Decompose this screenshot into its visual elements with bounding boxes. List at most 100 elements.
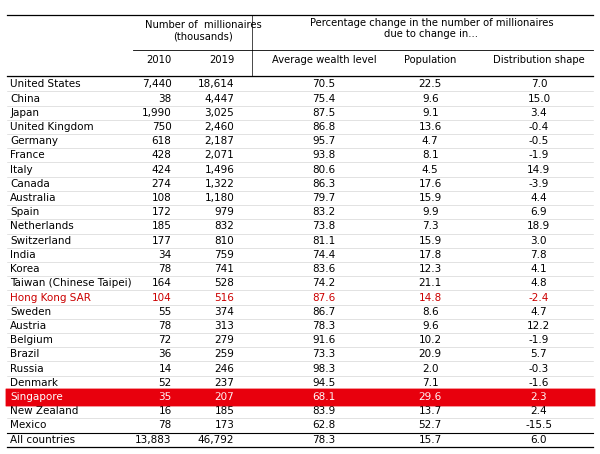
Text: 2010: 2010 [146,54,172,64]
Text: 759: 759 [214,250,235,260]
Text: 86.8: 86.8 [312,122,335,132]
Text: 741: 741 [214,264,235,274]
Text: 4,447: 4,447 [205,94,235,104]
Text: Taiwan (Chinese Taipei): Taiwan (Chinese Taipei) [10,278,132,288]
Text: 3,025: 3,025 [205,108,235,118]
Text: 74.4: 74.4 [312,250,335,260]
Text: 79.7: 79.7 [312,193,335,203]
Text: 274: 274 [152,179,172,189]
Text: Korea: Korea [10,264,40,274]
Text: Denmark: Denmark [10,378,58,388]
Text: 35: 35 [158,392,172,402]
Text: Italy: Italy [10,165,33,175]
Text: 528: 528 [214,278,235,288]
Text: 4.4: 4.4 [530,193,547,203]
Text: 2.4: 2.4 [530,406,547,416]
Text: 73.8: 73.8 [312,222,335,232]
Text: 78.3: 78.3 [312,321,335,331]
Text: 15.9: 15.9 [419,236,442,246]
Text: 10.2: 10.2 [419,335,442,345]
Text: 618: 618 [152,136,172,146]
Text: 91.6: 91.6 [312,335,335,345]
Text: 21.1: 21.1 [419,278,442,288]
Text: 15.7: 15.7 [419,434,442,444]
Text: 78: 78 [158,321,172,331]
Text: 20.9: 20.9 [419,350,442,360]
Text: Japan: Japan [10,108,40,118]
Text: 173: 173 [214,420,235,430]
Text: Russia: Russia [10,364,44,374]
Text: 9.6: 9.6 [422,321,439,331]
Text: 12.2: 12.2 [527,321,551,331]
Text: Sweden: Sweden [10,307,52,317]
Text: 9.1: 9.1 [422,108,439,118]
Text: Netherlands: Netherlands [10,222,74,232]
Text: 4.7: 4.7 [530,307,547,317]
Text: 74.2: 74.2 [312,278,335,288]
Text: -0.3: -0.3 [529,364,549,374]
Text: 810: 810 [215,236,235,246]
Text: 18.9: 18.9 [527,222,551,232]
Text: 3.4: 3.4 [530,108,547,118]
Text: 75.4: 75.4 [312,94,335,104]
Text: 832: 832 [214,222,235,232]
Text: 4.7: 4.7 [422,136,439,146]
Text: Belgium: Belgium [10,335,53,345]
Text: 979: 979 [214,207,235,217]
Text: 6.9: 6.9 [530,207,547,217]
Text: 93.8: 93.8 [312,150,335,160]
Text: -1.9: -1.9 [529,150,549,160]
Text: 78: 78 [158,420,172,430]
Text: 750: 750 [152,122,172,132]
Text: 12.3: 12.3 [419,264,442,274]
Text: 73.3: 73.3 [312,350,335,360]
Text: 428: 428 [152,150,172,160]
Text: 9.9: 9.9 [422,207,439,217]
Text: 15.9: 15.9 [419,193,442,203]
Text: 424: 424 [152,165,172,175]
Text: China: China [10,94,40,104]
Text: 22.5: 22.5 [419,79,442,89]
Text: 17.6: 17.6 [419,179,442,189]
Text: 18,614: 18,614 [198,79,235,89]
Text: 36: 36 [158,350,172,360]
Text: 7.8: 7.8 [530,250,547,260]
Text: -1.9: -1.9 [529,335,549,345]
Text: 38: 38 [158,94,172,104]
Text: 237: 237 [214,378,235,388]
Text: Number of  millionaires
(thousands): Number of millionaires (thousands) [145,20,262,41]
Text: 4.8: 4.8 [530,278,547,288]
Text: -0.4: -0.4 [529,122,549,132]
Text: -3.9: -3.9 [529,179,549,189]
Text: France: France [10,150,45,160]
Text: 14: 14 [158,364,172,374]
Text: 62.8: 62.8 [312,420,335,430]
Text: Singapore: Singapore [10,392,63,402]
Text: 14.9: 14.9 [527,165,551,175]
Text: -15.5: -15.5 [526,420,553,430]
Text: 78: 78 [158,264,172,274]
Text: Distribution shape: Distribution shape [493,54,585,64]
Text: 52: 52 [158,378,172,388]
Text: New Zealand: New Zealand [10,406,79,416]
Text: 3.0: 3.0 [530,236,547,246]
Text: Spain: Spain [10,207,40,217]
Text: Switzerland: Switzerland [10,236,71,246]
Text: 279: 279 [214,335,235,345]
Text: Average wealth level: Average wealth level [272,54,376,64]
Text: 52.7: 52.7 [419,420,442,430]
Text: United States: United States [10,79,81,89]
Text: Brazil: Brazil [10,350,40,360]
Text: 374: 374 [214,307,235,317]
Text: 46,792: 46,792 [198,434,235,444]
Text: 108: 108 [152,193,172,203]
Text: Hong Kong SAR: Hong Kong SAR [10,292,91,302]
Text: 78.3: 78.3 [312,434,335,444]
Text: Population: Population [404,54,457,64]
Text: 259: 259 [214,350,235,360]
Text: 185: 185 [152,222,172,232]
Text: 1,496: 1,496 [205,165,235,175]
Text: 6.0: 6.0 [530,434,547,444]
Text: India: India [10,250,36,260]
Text: 80.6: 80.6 [313,165,335,175]
